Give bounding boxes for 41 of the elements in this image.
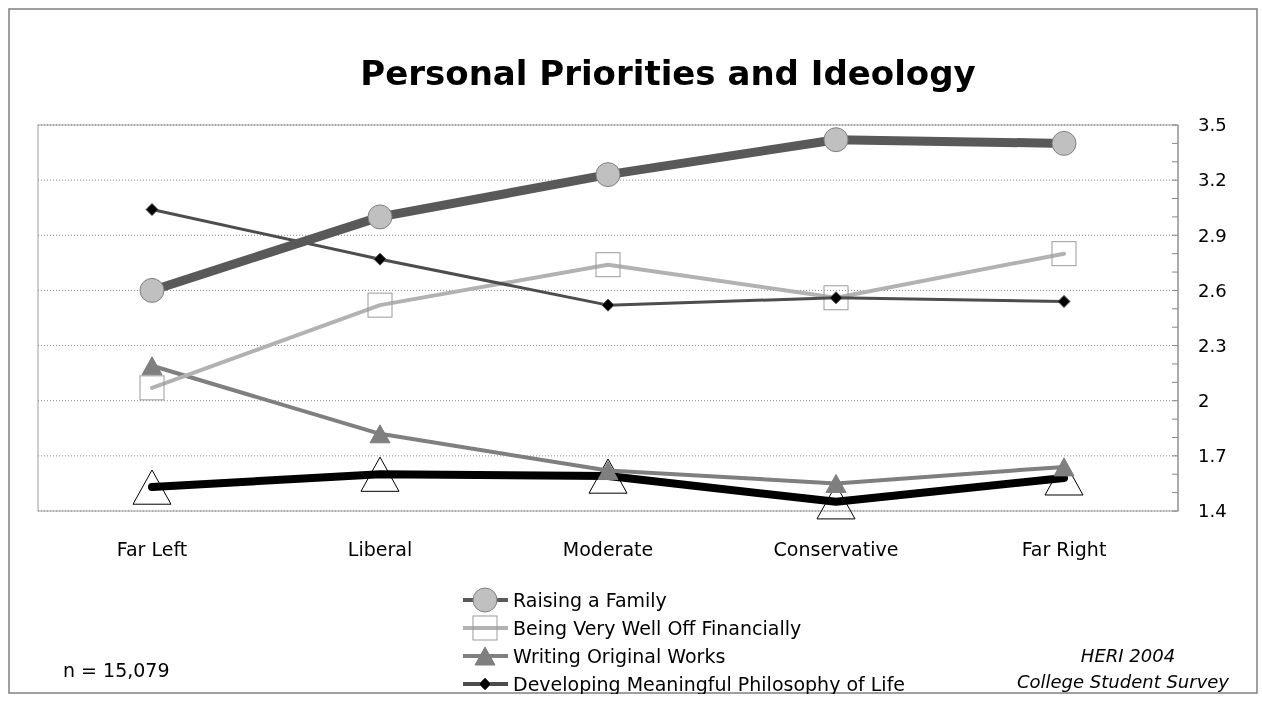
point — [132, 469, 172, 505]
x-tick-label: Far Left — [116, 538, 188, 560]
y-tick-label: 2.6 — [1198, 279, 1227, 301]
y-tick-label: 1.4 — [1198, 500, 1227, 522]
point — [823, 127, 849, 153]
point — [601, 298, 615, 312]
point — [139, 277, 165, 303]
legend-label: Developing Meaningful Philosophy of Life — [513, 672, 906, 695]
point — [373, 252, 387, 266]
x-tick-label: Moderate — [562, 538, 654, 560]
text: HERI 2004 College Student Survey — [1016, 645, 1230, 692]
point — [595, 162, 621, 188]
y-tick-label: 2.9 — [1198, 224, 1227, 246]
point — [1051, 130, 1077, 156]
point — [1051, 241, 1077, 267]
y-tick-label: 1.7 — [1198, 445, 1227, 467]
x-tick-label: Far Right — [1021, 538, 1107, 560]
point — [360, 456, 400, 492]
x-tick-label: Liberal — [347, 538, 413, 560]
point — [595, 252, 621, 278]
point — [367, 204, 393, 230]
legend-label: Raising a Family — [513, 588, 667, 611]
point — [1057, 294, 1071, 308]
y-tick-label: 3.5 — [1198, 114, 1227, 136]
point — [369, 424, 391, 444]
point — [823, 285, 849, 311]
point — [145, 203, 159, 217]
legend-label: Being Very Well Off Financially — [513, 616, 802, 639]
point — [1053, 457, 1075, 477]
x-tick-label: Conservative — [773, 538, 899, 560]
y-tick-label: 3.2 — [1198, 169, 1227, 191]
point — [367, 292, 393, 318]
point — [588, 458, 628, 494]
point — [825, 473, 847, 493]
point — [141, 356, 163, 376]
y-tick-label: 2 — [1198, 390, 1210, 412]
text: n = 15,079 — [63, 658, 170, 681]
legend-label: Writing Original Works — [513, 644, 726, 667]
point — [139, 375, 165, 401]
y-tick-label: 2.3 — [1198, 334, 1227, 356]
chart-title: Personal Priorities and Ideology — [360, 53, 976, 93]
